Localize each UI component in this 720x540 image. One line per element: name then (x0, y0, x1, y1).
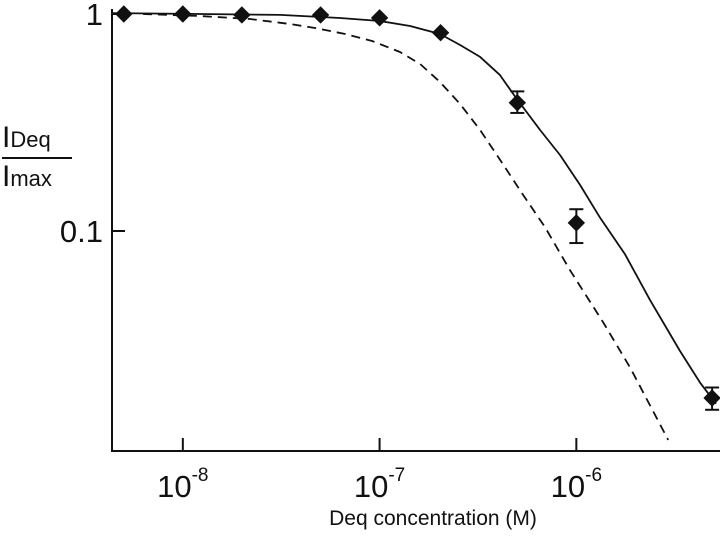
diamond-marker (311, 6, 330, 24)
y-tick-label: 0.1 (60, 214, 103, 249)
x-axis-title: Deq concentration (M) (329, 507, 537, 530)
data-point (174, 5, 192, 23)
data-point (370, 9, 389, 27)
fraction-bar (2, 157, 72, 159)
x-tick-label: 10-7 (354, 465, 405, 504)
diamond-marker (370, 9, 389, 27)
data-point (567, 208, 586, 245)
x-tick-label: 10-6 (551, 465, 602, 504)
axis-lines (111, 9, 720, 452)
y-axis-label: IDeq Imax (2, 123, 74, 192)
data-point (508, 90, 527, 114)
data-point (703, 386, 720, 411)
reference-curve-dashed (142, 13, 669, 441)
data-point (431, 23, 450, 42)
diamond-marker (174, 5, 192, 23)
y-axis-label-numerator: IDeq (2, 121, 51, 154)
diamond-marker (567, 214, 586, 232)
diamond-marker (703, 389, 720, 407)
y-tick-label: 1 (86, 0, 103, 32)
y-axis-label-denominator: Imax (2, 160, 52, 193)
x-tick-label: 10-8 (157, 465, 208, 504)
data-point (311, 6, 330, 24)
fit-curve-solid (111, 12, 717, 405)
diamond-marker (431, 23, 450, 42)
diamond-marker (508, 94, 527, 112)
diamond-marker (233, 6, 251, 24)
data-point (233, 6, 251, 24)
